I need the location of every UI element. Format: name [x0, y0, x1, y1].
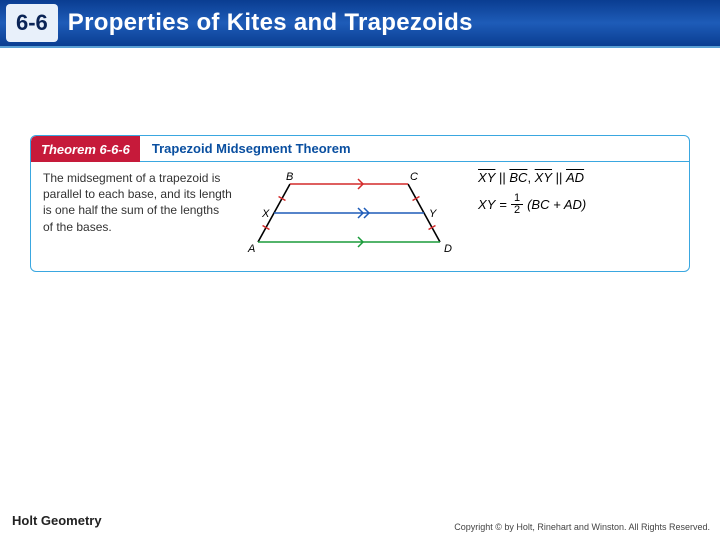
svg-text:C: C: [410, 171, 418, 183]
theorem-tag: Theorem 6-6-6: [31, 136, 140, 162]
theorem-formulas: XY || BC, XY || AD XY = 1 2 (BC + AD): [478, 170, 677, 216]
theorem-box: Theorem 6-6-6 Trapezoid Midsegment Theor…: [30, 135, 690, 272]
svg-text:B: B: [286, 171, 293, 183]
equals-sign: =: [499, 197, 507, 212]
seg-xy2: XY: [535, 170, 552, 185]
header-bar: 6-6 Properties of Kites and Trapezoids: [0, 0, 720, 48]
trapezoid-diagram: A B C D X Y: [240, 170, 470, 256]
formula-parallel: XY || BC, XY || AD: [478, 170, 677, 185]
section-number-badge: 6-6: [6, 4, 58, 42]
theorem-header: Theorem 6-6-6 Trapezoid Midsegment Theor…: [31, 136, 689, 162]
svg-text:D: D: [444, 243, 452, 255]
page-title: Properties of Kites and Trapezoids: [68, 9, 473, 37]
fraction-half: 1 2: [511, 193, 523, 216]
seg-xy: XY: [478, 170, 495, 185]
theorem-body: The midsegment of a trapezoid is paralle…: [31, 162, 689, 271]
frac-den: 2: [511, 205, 523, 216]
length-lhs: XY: [478, 197, 495, 212]
seg-bc: BC: [509, 170, 527, 185]
svg-text:X: X: [261, 208, 270, 220]
theorem-name: Trapezoid Midsegment Theorem: [140, 136, 689, 162]
formula-length: XY = 1 2 (BC + AD): [478, 193, 677, 216]
copyright-text: Copyright © by Holt, Rinehart and Winsto…: [454, 522, 710, 532]
parallel-symbol2: ||: [556, 170, 566, 185]
footer-label: Holt Geometry: [12, 513, 102, 528]
length-rhs: (BC + AD): [527, 197, 586, 212]
seg-ad: AD: [566, 170, 584, 185]
parallel-symbol: ||: [499, 170, 509, 185]
svg-text:A: A: [247, 243, 255, 255]
svg-text:Y: Y: [429, 208, 437, 220]
theorem-figure: A B C D X Y: [240, 170, 470, 261]
theorem-text: The midsegment of a trapezoid is paralle…: [43, 170, 232, 235]
